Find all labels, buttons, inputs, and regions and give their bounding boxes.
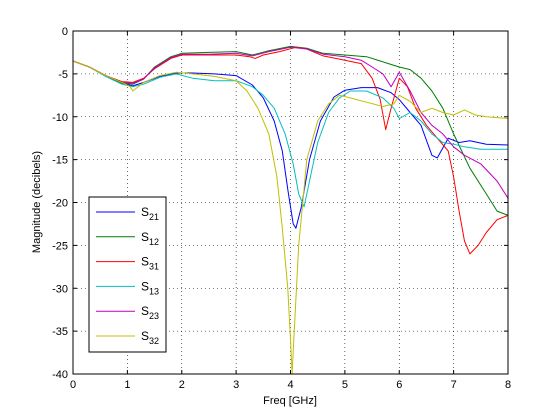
y-tick-label: -25 xyxy=(52,240,68,252)
legend-label-s13: S13 xyxy=(141,279,159,296)
x-axis-label: Freq [GHz] xyxy=(263,395,317,407)
y-axis-label: Magnitude (decibels) xyxy=(31,151,43,253)
y-tick-label: -30 xyxy=(52,283,68,295)
x-tick-label: 6 xyxy=(396,379,402,391)
legend-label-main: S xyxy=(141,329,149,343)
x-tick-label: 5 xyxy=(342,379,348,391)
legend-label-main: S xyxy=(141,279,149,293)
series-line-s21 xyxy=(72,60,509,229)
legend-label-s31: S31 xyxy=(141,255,159,272)
y-tick-label: -20 xyxy=(52,198,68,210)
series-lines xyxy=(72,45,509,375)
legend-label-main: S xyxy=(141,205,149,219)
legend-label-subscript: 23 xyxy=(149,311,159,321)
x-tick-label: 3 xyxy=(233,379,239,391)
y-tick-label: 0 xyxy=(62,26,68,38)
legend-label-subscript: 21 xyxy=(149,212,159,222)
x-tick-label: 1 xyxy=(124,379,130,391)
series-line-s13 xyxy=(72,60,508,208)
series-line-s31 xyxy=(72,46,509,255)
legend-label-main: S xyxy=(141,255,149,269)
y-tick-label: -10 xyxy=(52,112,68,124)
x-tick-label: 0 xyxy=(70,379,76,391)
legend-label-subscript: 31 xyxy=(149,262,159,272)
y-tick-label: -35 xyxy=(52,326,68,338)
series-line-s32 xyxy=(72,60,509,375)
legend-label-main: S xyxy=(141,230,149,244)
legend-label-s32: S32 xyxy=(141,329,159,346)
legend-label-s12: S12 xyxy=(141,230,159,247)
axis-ticks: 0 1 2 3 4 5 6 7 80-5-10-15-20-25-30-35-40 xyxy=(52,26,511,391)
x-tick-label: 7 xyxy=(451,379,457,391)
y-tick-label: -40 xyxy=(52,369,68,381)
x-tick-label: 8 xyxy=(505,379,511,391)
legend-label-s21: S21 xyxy=(141,205,159,222)
legend-box xyxy=(88,196,167,353)
x-tick-label: 4 xyxy=(287,379,293,391)
legend-label-subscript: 13 xyxy=(149,286,159,296)
x-tick-label: 2 xyxy=(179,379,185,391)
series-line-s23 xyxy=(72,46,509,199)
legend-label-subscript: 32 xyxy=(149,336,159,346)
legend-label-subscript: 12 xyxy=(149,237,159,247)
legend-label-s23: S23 xyxy=(141,304,159,321)
legend-label-main: S xyxy=(141,304,149,318)
y-tick-label: -15 xyxy=(52,155,68,167)
y-tick-label: -5 xyxy=(58,69,68,81)
